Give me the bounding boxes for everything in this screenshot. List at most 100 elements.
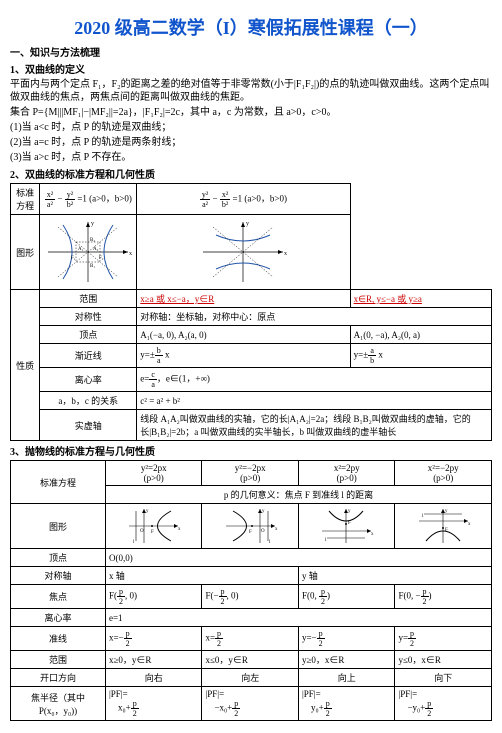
svg-text:y: y: [246, 221, 249, 227]
paragraph: 平面内与两个定点 F₁，F₂的距离之差的绝对值等于非零常数(小于|F₁F₂|)的…: [10, 78, 492, 104]
cell: 对称轴: [11, 567, 106, 585]
svg-text:l: l: [422, 514, 424, 519]
cell: 向下: [395, 669, 492, 687]
cell: F(−p2, 0): [202, 585, 299, 609]
cell: y²=−2px(p>0): [202, 461, 299, 486]
cell: y=±ab x: [350, 344, 491, 368]
cell: 向上: [298, 669, 395, 687]
paragraph: (2)当 a=c 时，点 P 的轨迹是两条射线；: [10, 136, 492, 149]
paragraph: 集合 P={M|||MF₁|−|MF₂||=2a}，|F₁F₂|=2c，其中 a…: [10, 106, 492, 119]
svg-text:F₂: F₂: [99, 256, 104, 261]
hyperbola-h-icon: x y F₁ F₂ A₁ A₂ B₂ B₁: [43, 217, 133, 287]
cell: A₁(0, −a), A₂(0, a): [350, 326, 491, 344]
parabola-left-icon: Fl x y O: [223, 506, 278, 546]
svg-text:x: x: [275, 527, 278, 532]
cell: 向左: [202, 669, 299, 687]
cell: F(0, p2): [298, 585, 395, 609]
cell: 线段 A₁A₂叫做双曲线的实轴，它的长|A₁A₂|=2a；线段 B₁B₂叫做双曲…: [137, 410, 492, 441]
svg-text:F: F: [348, 521, 351, 526]
svg-text:y: y: [262, 509, 265, 514]
cell: 顶点: [11, 549, 106, 567]
svg-text:F: F: [151, 530, 154, 535]
cell: 离心率: [11, 609, 106, 627]
cell: 标准方程: [11, 184, 40, 215]
cell: 实虚轴: [40, 410, 137, 441]
cell: 离心率: [40, 368, 137, 392]
cell: Fl x y O: [105, 504, 202, 549]
svg-text:F₁: F₁: [71, 256, 76, 261]
cell: y≥0，x∈R: [298, 651, 395, 669]
paragraph: (3)当 a>c 时，点 P 不存在。: [10, 151, 492, 164]
cell: 焦半径（其中P(x₀，y₀)): [11, 687, 106, 721]
cell: xy: [137, 215, 350, 290]
cell: x 轴: [105, 567, 298, 585]
svg-text:l: l: [269, 540, 271, 545]
cell: 性质: [11, 290, 40, 441]
cell: 范围: [40, 290, 137, 308]
cell: O(0,0): [105, 549, 491, 567]
cell: 对称性: [40, 308, 137, 326]
cell: y²a² − x²b² =1 (a>0，b>0): [137, 184, 350, 215]
cell: y²=2px(p>0): [105, 461, 202, 486]
cell: F(p2, 0): [105, 585, 202, 609]
svg-text:y: y: [146, 509, 149, 514]
cell: p 的几何意义：焦点 F 到准线 l 的距离: [105, 486, 491, 504]
cell: x≤0，y∈R: [202, 651, 299, 669]
parabola-down-icon: Fl xy: [416, 506, 471, 546]
cell: 范围: [11, 651, 106, 669]
svg-text:y: y: [348, 509, 351, 514]
svg-text:F: F: [249, 530, 252, 535]
svg-text:O: O: [261, 529, 265, 534]
svg-text:l: l: [133, 540, 135, 545]
cell: 渐近线: [40, 344, 137, 368]
cell: x≥0，y∈R: [105, 651, 202, 669]
parabola-right-icon: Fl x y O: [126, 506, 181, 546]
cell: y=p2: [395, 627, 492, 651]
svg-text:B₁: B₁: [90, 264, 95, 269]
parabola-up-icon: Fl x y: [319, 506, 374, 546]
cell: y=±ba x: [137, 344, 350, 368]
svg-text:x: x: [284, 251, 287, 257]
cell: x²a² − y²b² =1 (a>0，b>0): [40, 184, 137, 215]
cell: 焦点: [11, 585, 106, 609]
cell: x²=2py(p>0): [298, 461, 395, 486]
subsection-3: 3、抛物线的标准方程与几何性质: [10, 443, 492, 458]
cell: 标准方程: [11, 461, 106, 504]
cell: |PF|= x₀+p2: [105, 687, 202, 721]
cell: y 轴: [298, 567, 491, 585]
cell: x y F₁ F₂ A₁ A₂ B₂ B₁: [40, 215, 137, 290]
cell: 对称轴：坐标轴，对称中心：原点: [137, 308, 492, 326]
cell: Fl x y O: [202, 504, 299, 549]
page-title: 2020 级高二数学（I）寒假拓展性课程（一）: [10, 14, 492, 40]
svg-text:O: O: [140, 529, 144, 534]
cell: x=−p2: [105, 627, 202, 651]
svg-text:l: l: [325, 538, 327, 543]
svg-text:x: x: [371, 532, 374, 537]
cell: Fl x y: [298, 504, 395, 549]
svg-text:y: y: [91, 221, 94, 227]
subsection-1: 1、双曲线的定义: [10, 61, 492, 76]
hyperbola-table: 标准方程 x²a² − y²b² =1 (a>0，b>0) y²a² − x²b…: [10, 183, 492, 441]
cell: 顶点: [40, 326, 137, 344]
cell: y=−p2: [298, 627, 395, 651]
svg-text:x: x: [178, 527, 181, 532]
section-header: 一、知识与方法梳理: [10, 44, 492, 59]
svg-text:B₂: B₂: [90, 238, 95, 243]
cell: 准线: [11, 627, 106, 651]
paragraph: (1)当 a<c 时，点 P 的轨迹是双曲线；: [10, 121, 492, 134]
cell: |PF|= −x₀+p2: [202, 687, 299, 721]
cell: Fl xy: [395, 504, 492, 549]
cell: e=1: [105, 609, 491, 627]
cell: |PF|= −y₀+p2: [395, 687, 492, 721]
svg-text:A₂: A₂: [93, 247, 99, 252]
svg-text:x: x: [129, 251, 132, 257]
cell: 开口方向: [11, 669, 106, 687]
cell: e=ca，e∈(1，+∞): [137, 368, 492, 392]
cell: x=p2: [202, 627, 299, 651]
hyperbola-v-icon: xy: [198, 217, 288, 287]
svg-text:A₁: A₁: [78, 247, 84, 252]
cell: a，b，c 的关系: [40, 392, 137, 410]
parabola-table: 标准方程 y²=2px(p>0) y²=−2px(p>0) x²=2py(p>0…: [10, 460, 492, 721]
cell: c² = a² + b²: [137, 392, 492, 410]
cell: |PF|= y₀+p2: [298, 687, 395, 721]
